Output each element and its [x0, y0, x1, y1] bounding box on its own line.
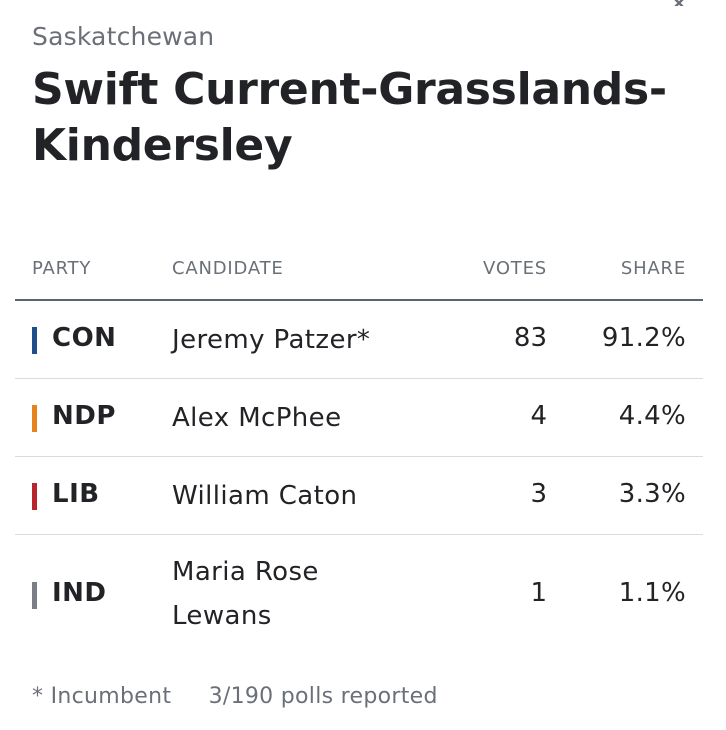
polls-reported: 3/190 polls reported: [208, 684, 438, 709]
table-row: NDP Alex McPhee 4 4.4%: [15, 379, 703, 457]
party-color-bar: [32, 327, 37, 354]
party-code: IND: [52, 578, 107, 608]
votes-column-header: VOTES: [483, 258, 547, 279]
vote-share: 91.2%: [601, 323, 686, 353]
close-icon[interactable]: [668, 0, 690, 6]
candidate-name: Maria Rose Lewans: [172, 557, 319, 631]
incumbent-note: * Incumbent: [32, 684, 172, 709]
candidate-name: Alex McPhee: [172, 403, 342, 433]
table-row: IND Maria Rose Lewans 1 1.1%: [15, 535, 703, 653]
vote-count: 1: [530, 578, 547, 608]
results-footnote: * Incumbent 3/190 polls reported: [32, 684, 438, 709]
candidate-column-header: CANDIDATE: [172, 258, 284, 279]
vote-count: 3: [530, 479, 547, 509]
vote-share: 1.1%: [618, 578, 686, 608]
table-row: CON Jeremy Patzer* 83 91.2%: [15, 301, 703, 379]
party-color-bar: [32, 483, 37, 510]
table-row: LIB William Caton 3 3.3%: [15, 457, 703, 535]
riding-title: Swift Current-Grasslands-Kindersley: [32, 64, 667, 171]
vote-share: 3.3%: [618, 479, 686, 509]
party-color-bar: [32, 405, 37, 432]
vote-count: 83: [513, 323, 547, 353]
table-header: PARTY CANDIDATE VOTES SHARE: [15, 246, 703, 301]
party-code: NDP: [52, 401, 116, 431]
party-code: CON: [52, 323, 117, 353]
candidate-name: Jeremy Patzer*: [172, 325, 371, 355]
vote-count: 4: [530, 401, 547, 431]
party-color-bar: [32, 582, 37, 609]
share-column-header: SHARE: [620, 258, 686, 279]
party-code: LIB: [52, 479, 100, 509]
candidate-name: William Caton: [172, 481, 358, 511]
vote-share: 4.4%: [618, 401, 686, 431]
province-label: Saskatchewan: [32, 22, 215, 51]
party-column-header: PARTY: [32, 258, 92, 279]
results-table: PARTY CANDIDATE VOTES SHARE CON Jeremy P…: [15, 246, 703, 653]
